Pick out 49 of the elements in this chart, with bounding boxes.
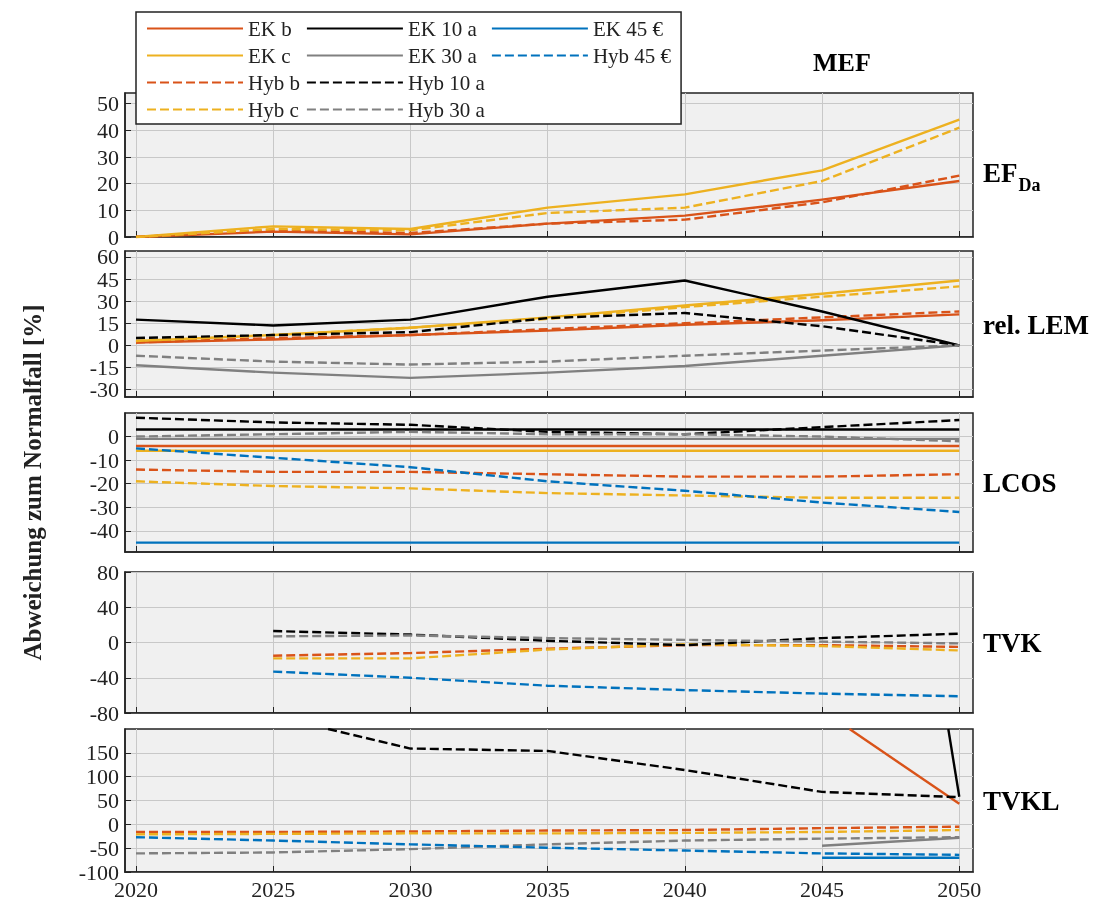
x-tick-label: 2045 xyxy=(800,876,845,902)
y-tick-label: 0 xyxy=(108,811,119,837)
y-tick-label: 10 xyxy=(97,197,119,223)
text: TVKL xyxy=(983,786,1060,816)
text: TVK xyxy=(983,628,1042,658)
line-series xyxy=(271,670,961,698)
line-series xyxy=(271,629,961,647)
y-tick-label: 0 xyxy=(108,424,119,450)
x-tick-label: 2050 xyxy=(937,876,982,902)
y-tick-label: 80 xyxy=(97,559,119,585)
legend-label: Hyb 45 € xyxy=(592,43,672,68)
y-tick-label: -50 xyxy=(89,835,119,861)
y-tick-label: -20 xyxy=(89,471,119,497)
line-series xyxy=(134,468,961,478)
line-series xyxy=(271,634,961,645)
legend-label: EK c xyxy=(248,43,291,68)
y-tick-label: -40 xyxy=(89,518,119,544)
y-tick-label: 50 xyxy=(97,91,119,117)
y-tick-label: 100 xyxy=(86,764,119,790)
y-tick-label: -10 xyxy=(89,447,119,473)
y-tick-label: 30 xyxy=(97,144,119,170)
y-tick-label: 0 xyxy=(108,630,119,655)
text: LCOS xyxy=(983,468,1057,498)
y-tick-label: -30 xyxy=(89,494,119,520)
y-axis-title: Abweichung zum Normalfall [%] xyxy=(19,304,46,661)
y-tick-label: 40 xyxy=(97,117,119,143)
y-tick-label: 40 xyxy=(97,594,119,620)
legend-label: Hyb 30 a xyxy=(407,97,486,122)
legend-label: EK b xyxy=(248,16,292,41)
line-series xyxy=(134,480,961,500)
y-tick-label: 50 xyxy=(97,788,119,813)
y-tick-label: -40 xyxy=(89,665,119,691)
legend-label: EK 45 € xyxy=(592,16,664,41)
x-tick-label: 2035 xyxy=(525,876,570,902)
x-tick-label: 2040 xyxy=(662,876,707,902)
y-tick-label: -80 xyxy=(89,700,119,726)
y-tick-label: 20 xyxy=(97,171,119,197)
legend-label: EK 10 a xyxy=(407,16,478,41)
x-tick-label: 2025 xyxy=(251,876,296,902)
text: rel. LEM xyxy=(983,309,1089,340)
legend-label: Hyb c xyxy=(248,97,299,122)
legend-label: EK 30 a xyxy=(407,43,478,68)
x-tick-label: 2030 xyxy=(388,876,433,902)
text: MEF xyxy=(813,47,871,77)
line-series xyxy=(134,447,961,514)
y-tick-label: 150 xyxy=(86,740,119,766)
line-series xyxy=(134,416,961,436)
legend-label: Hyb b xyxy=(248,70,300,95)
legend-label: Hyb 10 a xyxy=(407,70,486,95)
